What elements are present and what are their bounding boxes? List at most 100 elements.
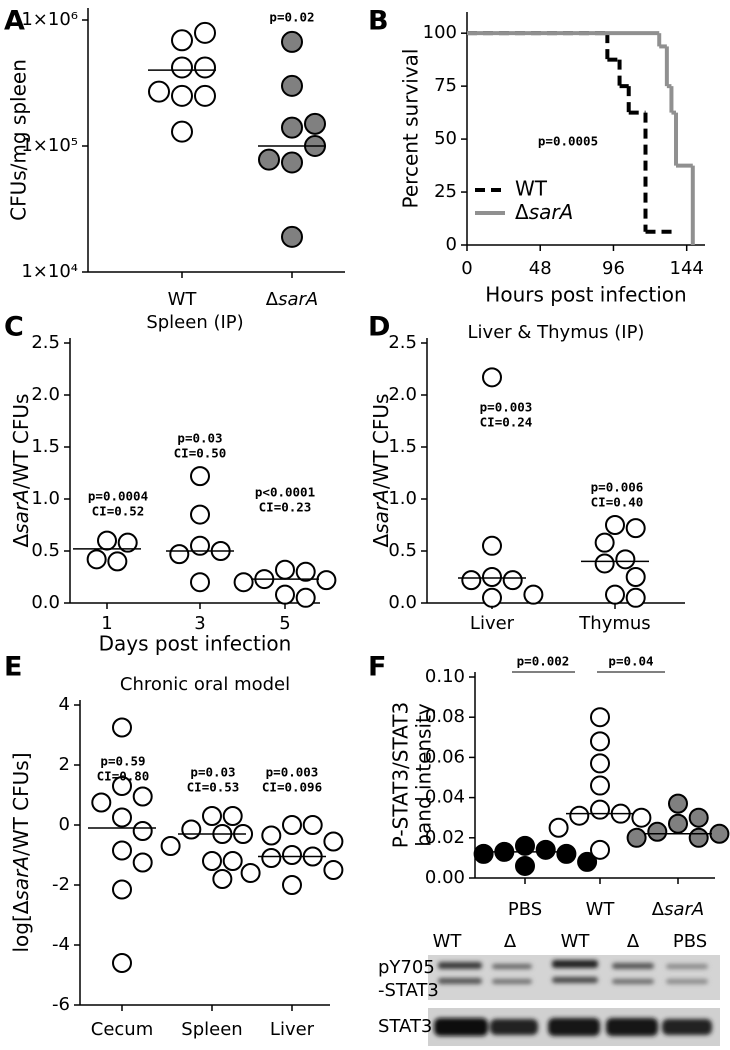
y-tick-label: 0 [446,234,457,255]
panel-title: Liver & Thymus (IP) [468,322,645,343]
western-blot: WT Δ WT Δ PBS pY705 -STAT3 STAT3 [378,931,720,1046]
data-point [569,805,590,826]
data-point [625,567,646,587]
data-point [112,717,132,738]
y-tick-label: 4 [59,694,70,715]
data-point [323,860,344,880]
x-tick-label: Spleen [181,1019,242,1040]
panel-letter: A [4,6,25,37]
y-tick-label: -2 [52,874,70,895]
y-tick-label: 1.0 [31,488,60,509]
data-point [594,532,615,553]
y-tick-label: 0.06 [425,746,465,767]
data-point [295,587,316,608]
data-point [323,831,344,852]
annotation: CI=0.53 [187,780,240,795]
data-point [461,570,482,591]
data-point [222,851,243,871]
data-point [590,839,610,860]
data-point [304,112,326,135]
annotation: p=0.03 [177,431,222,446]
y-tick-label: 1.5 [388,436,417,457]
data-point [281,151,303,174]
data-point [194,84,216,107]
data-point [169,544,190,565]
data-point [117,532,138,553]
data-point [261,848,282,868]
data-point [275,559,295,580]
x-tick-label: 96 [602,258,625,279]
data-point [615,549,636,570]
y-axis-label: band intensity [412,703,436,847]
data-point [482,567,502,587]
annotation: p=0.002 [517,654,570,669]
data-point [515,835,535,856]
y-tick-label: 2.0 [31,384,60,405]
y-tick-label: 0.00 [425,867,465,888]
data-point [171,29,193,52]
data-point [132,786,153,807]
data-point [190,466,210,487]
y-tick-label: 2 [59,754,70,775]
data-point [112,840,132,861]
x-tick-label: 5 [279,613,290,634]
data-point [548,817,569,838]
data-point [281,30,303,53]
annotation: p=0.0004 [88,489,148,504]
y-axis-label: ΔsarA/WT CFUs [9,394,33,548]
data-point [281,225,303,248]
data-point [631,807,652,828]
data-point [107,551,128,572]
y-tick-label: 0.10 [425,666,465,687]
data-point [171,120,193,143]
y-tick-label: 75 [434,75,457,96]
y-tick-label: 0.08 [425,706,465,727]
y-tick-label: 0.02 [425,827,465,848]
data-point [282,875,302,895]
data-point [556,843,577,864]
y-tick-label: 1.0 [388,488,417,509]
panel-title: Spleen (IP) [146,312,243,333]
panel-letter: B [368,6,389,37]
y-tick-label: 100 [423,22,457,43]
annotation: CI=0.23 [259,500,312,515]
data-point [190,504,210,525]
data-point [282,815,302,835]
data-point [482,535,502,556]
data-point [171,56,193,79]
x-tick-label: Thymus [578,613,650,634]
data-point [281,74,303,97]
data-point [295,561,316,582]
data-point [688,807,709,828]
data-point [240,863,261,883]
data-point [316,570,337,591]
y-tick-label: 2.0 [388,384,417,405]
data-point [281,116,303,139]
y-tick-label: 1×10⁵ [21,135,78,156]
data-point [148,80,170,103]
annotation: CI=0.096 [262,780,322,795]
lane-label: PBS [673,931,707,952]
y-tick-label: 25 [434,181,457,202]
y-tick-label: 0 [59,814,70,835]
annotation: CI=0.52 [92,504,145,519]
x-tick-label: ΔsarA [266,289,318,310]
row-label: STAT3 [378,1016,432,1037]
row-label: pY705 [378,957,435,978]
data-point [625,587,646,608]
y-axis-label: ΔsarA/WT CFUs [369,394,393,548]
y-axis-label: P-STAT3/STAT3 [389,702,413,848]
y-tick-label: 0.5 [388,540,417,561]
data-point [709,823,730,844]
y-tick-label: 0.5 [31,540,60,561]
data-point [275,584,295,605]
data-point [605,584,625,605]
data-point [482,367,502,388]
x-tick-label: ΔsarA [652,899,704,920]
y-tick-label: 0.04 [425,787,465,808]
y-tick-label: 0.0 [31,592,60,613]
data-point [482,587,502,608]
y-axis-label: Percent survival [399,49,423,209]
data-point [132,852,153,873]
x-tick-label: 144 [670,258,704,279]
